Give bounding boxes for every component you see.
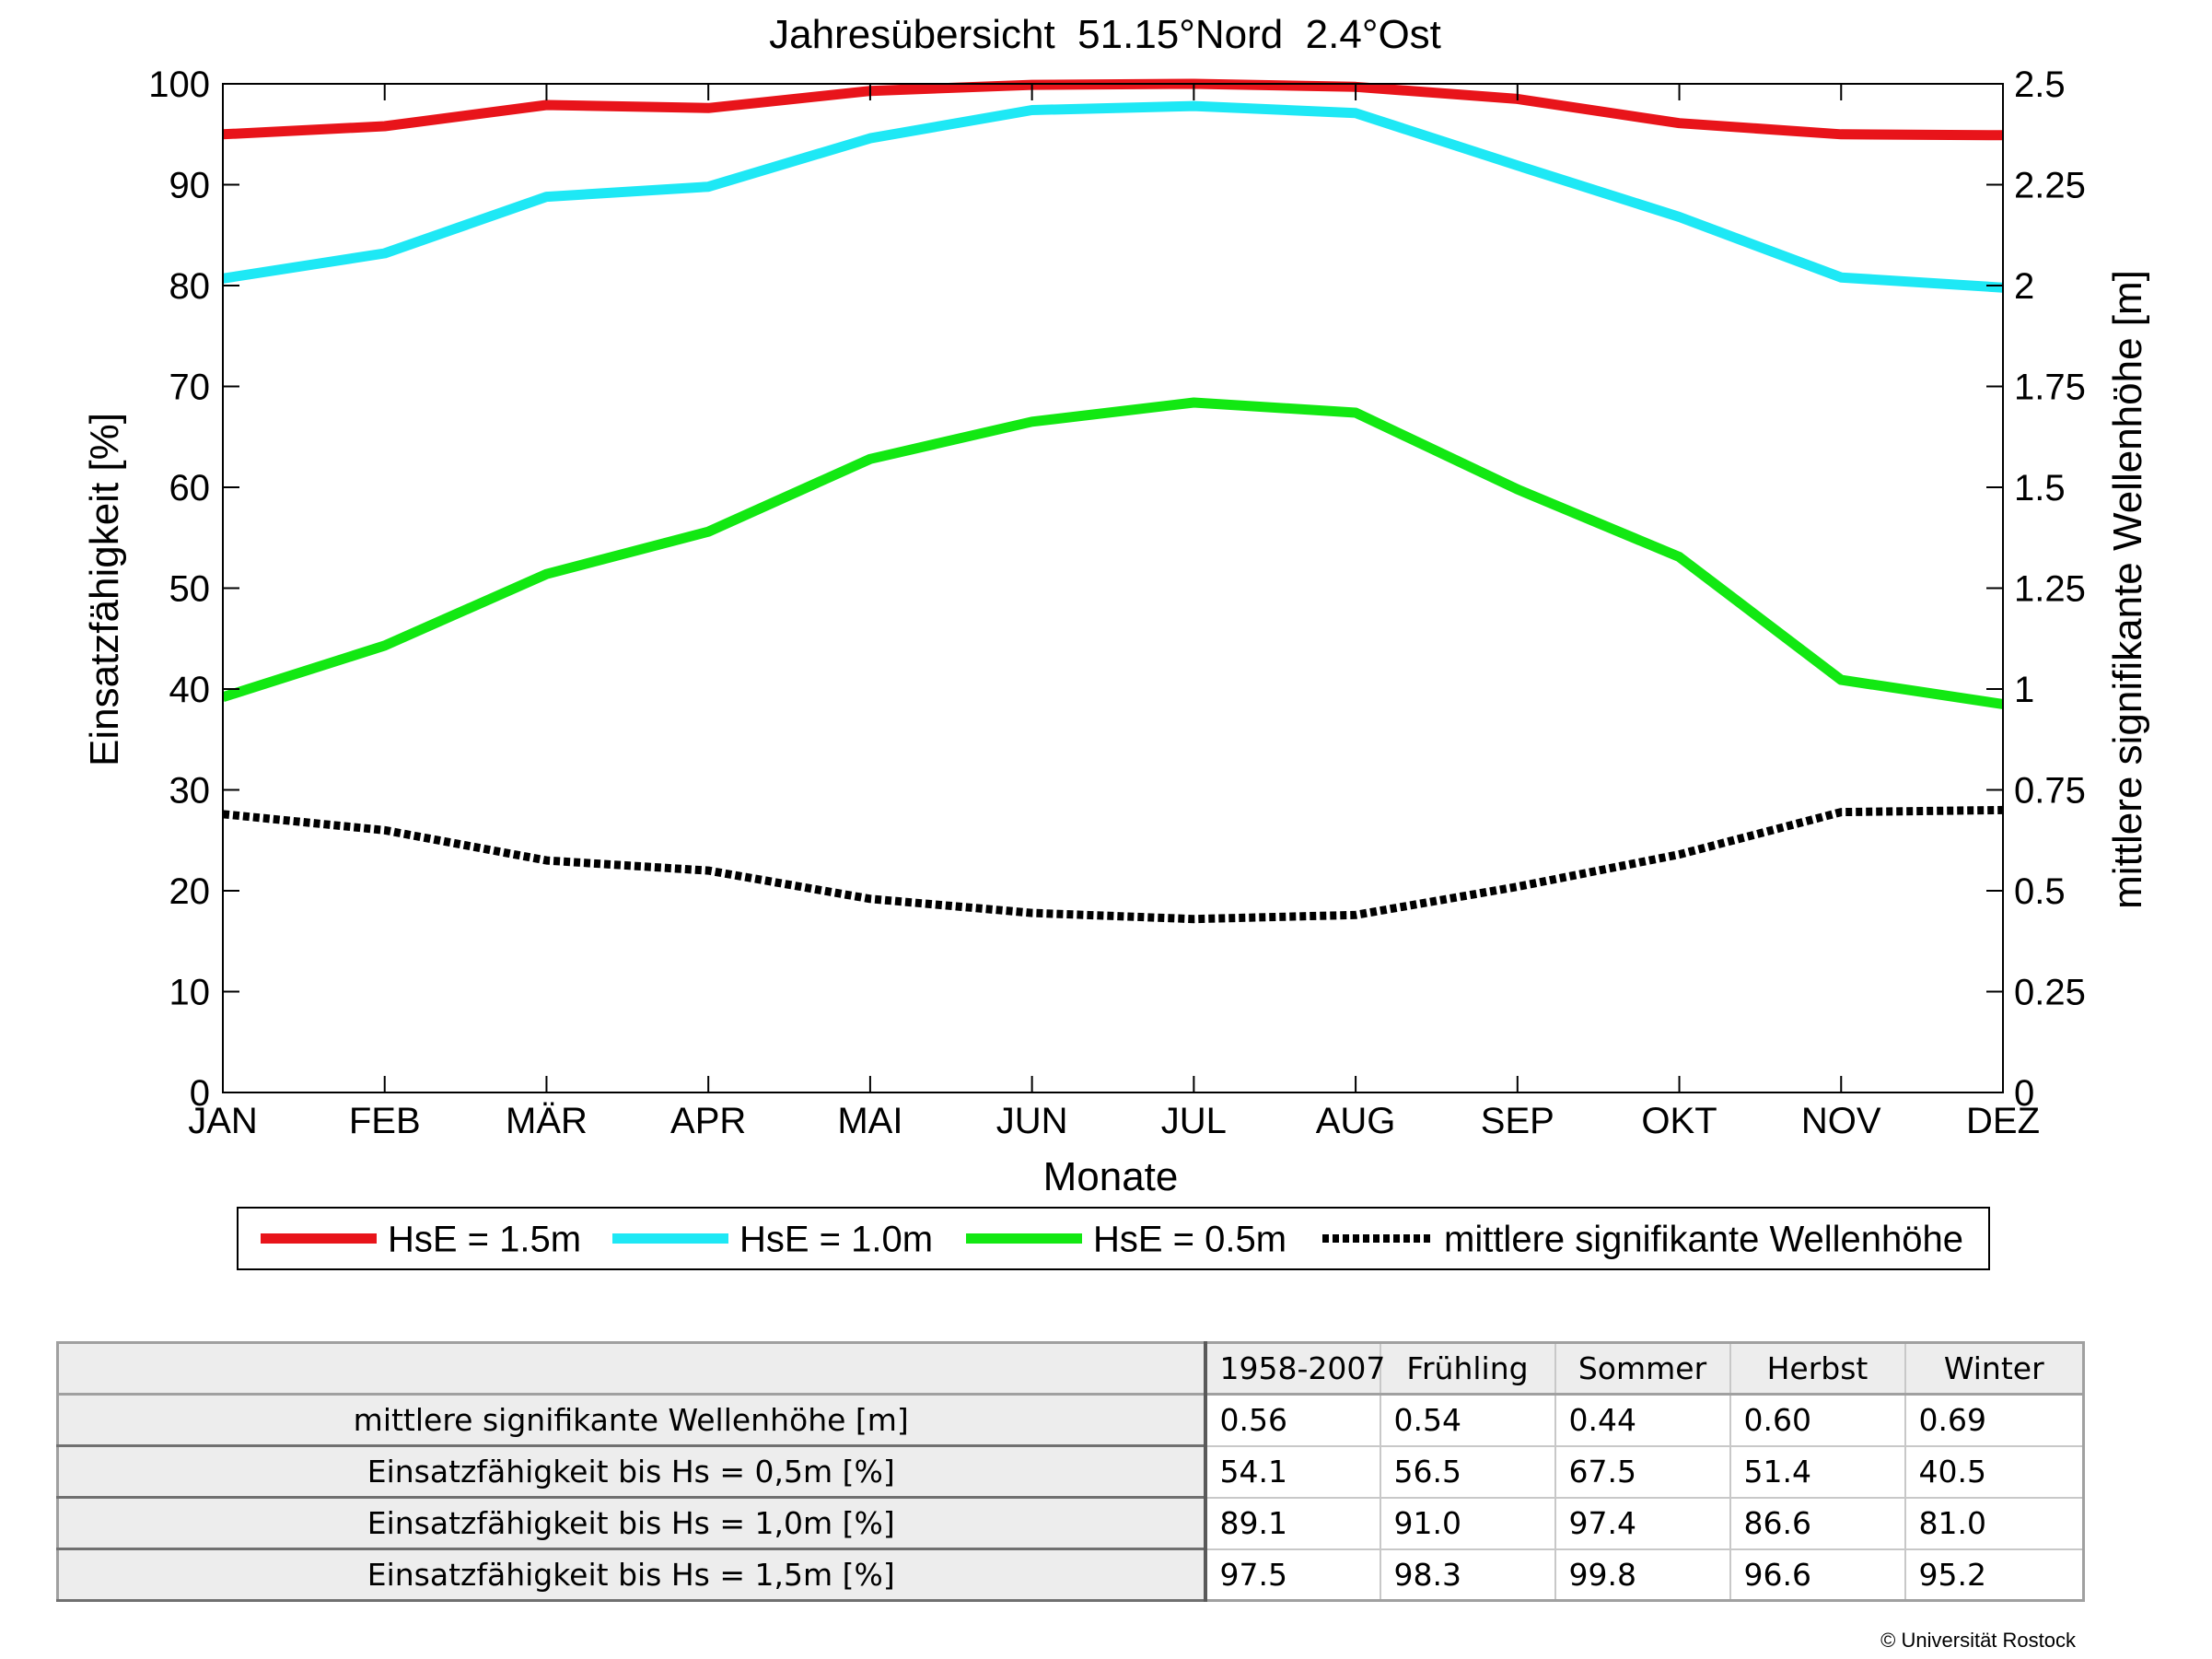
y-tick-label: 100 [148,64,210,105]
table-cell: 0.44 [1554,1393,1731,1447]
series-group [223,78,2003,924]
table-cell: 67.5 [1554,1444,1731,1499]
x-tick-label: OKT [1641,1101,1717,1141]
table-row-label: Einsatzfähigkeit bis Hs = 1,5m [%] [56,1548,1207,1602]
legend-label-4: mittlere signifikante Wellenhöhe [1444,1220,1963,1260]
x-tick-label: JUN [996,1101,1068,1141]
y-tick-label: 60 [169,468,211,508]
y-axis-label-right: mittlere signifikante Wellenhöhe [m] [2105,270,2150,909]
table-row: mittlere signifikante Wellenhöhe [m] 0.5… [56,1393,2085,1447]
y-tick-label: 0 [190,1073,210,1114]
y2-tick-label: 2 [2014,266,2034,307]
table-cell: 99.8 [1554,1548,1731,1602]
x-tick-label: MÄR [506,1101,588,1141]
y2-tick-label: 1 [2014,670,2034,710]
table-cell: 0.69 [1903,1393,2085,1447]
table-row: Einsatzfähigkeit bis Hs = 0,5m [%] 54.1 … [56,1444,2085,1499]
y-tick-label: 40 [169,670,211,710]
x-tick-label: NOV [1801,1101,1881,1141]
table-header-row: 1958-2007 Frühling Sommer Herbst Winter [56,1341,2085,1396]
legend-label-3: HsE = 0.5m [1093,1220,1286,1260]
y2-tick-label: 2.5 [2014,64,2066,105]
plot-area [223,78,2003,924]
y2-tick-label: 0.25 [2014,973,2086,1013]
legend-label-1: HsE = 1.5m [388,1220,581,1260]
y-tick-label: 10 [169,973,211,1013]
table-row-label: Einsatzfähigkeit bis Hs = 1,0m [%] [56,1496,1207,1550]
legend-label-2: HsE = 1.0m [739,1220,933,1260]
y2-tick-label: 0 [2014,1073,2034,1114]
table-cell: 89.1 [1204,1496,1381,1550]
x-tick-label: JAN [188,1101,258,1141]
table-cell: 54.1 [1204,1444,1381,1499]
y-tick-label: 80 [169,266,211,307]
y-tick-label: 90 [169,166,211,206]
table-row-label: Einsatzfähigkeit bis Hs = 0,5m [%] [56,1444,1207,1499]
x-tick-label: DEZ [1966,1101,2040,1141]
x-tick-label: SEP [1481,1101,1554,1141]
y2-tick-label: 1.5 [2014,468,2066,508]
table-cell: 0.60 [1729,1393,1906,1447]
table-cell: 91.0 [1379,1496,1556,1550]
axes: 0 10 20 30 40 50 60 70 80 90 100 0 0.25 0.5 0.75 1 1.25 1… [148,64,2086,1141]
y-axis-label-left: Einsatzfähigkeit [%] [82,413,127,766]
series-line-2 [223,100,2003,293]
table-row-label: mittlere signifikante Wellenhöhe [m] [56,1393,1207,1447]
series-line-4 [223,805,2003,924]
annual-overview-chart: Jahresübersicht 51.15°Nord 2.4°Ost 01020… [82,12,2150,1270]
y-tick-label: 30 [169,771,211,812]
table-header-cell: Sommer [1554,1341,1731,1396]
y2-tick-label: 1.75 [2014,368,2086,408]
x-tick-label: FEB [349,1101,421,1141]
legend-box [237,1207,1990,1270]
legend: HsE = 1.5m HsE = 1.0m HsE = 0.5m mittlere s… [237,1207,1990,1270]
table-header-cell: Frühling [1379,1341,1556,1396]
table-row: Einsatzfähigkeit bis Hs = 1,5m [%] 97.5 … [56,1548,2085,1602]
table-header-cell: 1958-2007 [1204,1341,1385,1396]
summary-table: 1958-2007 Frühling Sommer Herbst Winter … [56,1341,2085,1602]
x-tick-label: MAI [837,1101,902,1141]
table-header-cell: Winter [1903,1341,2085,1396]
series-line-3 [223,397,2003,709]
table-cell: 98.3 [1379,1548,1556,1602]
x-axis-label: Monate [1043,1154,1179,1199]
y2-tick-label: 0.75 [2014,771,2086,812]
x-tick-label: APR [670,1101,746,1141]
y2-tick-label: 1.25 [2014,569,2086,610]
table-cell: 0.56 [1204,1393,1381,1447]
table-cell: 56.5 [1379,1444,1556,1499]
table-cell: 51.4 [1729,1444,1906,1499]
copyright-credit: © Universität Rostock [1880,1629,2076,1652]
y2-tick-label: 0.5 [2014,871,2066,912]
table-cell: 0.54 [1379,1393,1556,1447]
y2-tick-label: 2.25 [2014,166,2086,206]
y-tick-label: 20 [169,871,211,912]
table-cell: 86.6 [1729,1496,1906,1550]
table-cell: 96.6 [1729,1548,1906,1602]
table-cell: 97.5 [1204,1548,1381,1602]
table-cell: 97.4 [1554,1496,1731,1550]
y-tick-label: 70 [169,368,211,408]
table-row: Einsatzfähigkeit bis Hs = 1,0m [%] 89.1 … [56,1496,2085,1550]
table-cell: 40.5 [1903,1444,2085,1499]
table-cell: 95.2 [1903,1548,2085,1602]
x-tick-label: AUG [1316,1101,1396,1141]
table-cell: 81.0 [1903,1496,2085,1550]
table-header-cell: Herbst [1729,1341,1906,1396]
table-header-corner [56,1341,1207,1396]
x-tick-label: JUL [1161,1101,1227,1141]
chart-title: Jahresübersicht 51.15°Nord 2.4°Ost [769,12,1441,57]
y-tick-label: 50 [169,569,211,610]
